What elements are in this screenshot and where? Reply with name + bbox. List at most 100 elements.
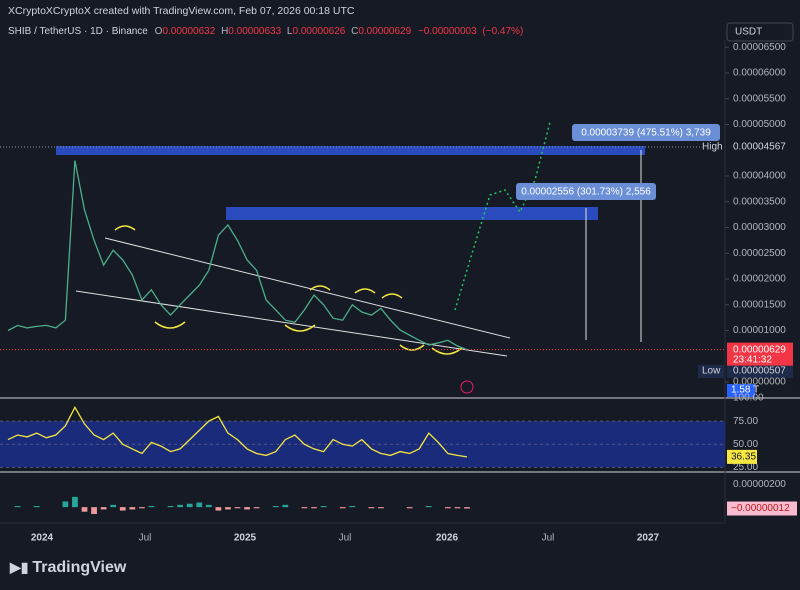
macd-bar (100, 507, 107, 510)
macd-bar (62, 501, 69, 508)
macd-bar (33, 506, 40, 508)
macd-bar (110, 504, 117, 508)
macd-bar (81, 507, 88, 512)
y-tick-label: 0.00003500 (733, 196, 786, 207)
low-box (727, 364, 793, 378)
currency[interactable]: USDT (735, 27, 762, 38)
low-name-box (698, 365, 724, 378)
macd-bar (205, 504, 212, 508)
x-tick-label: Jul (339, 533, 352, 544)
change: −0.00000003 (418, 26, 477, 37)
y-tick-label: 0.00003000 (733, 222, 786, 233)
rsi-last: 36.35 (731, 452, 756, 463)
macd-bar (139, 507, 145, 509)
rsi-last-box (727, 449, 757, 464)
y-tick-label: 0.00002000 (733, 274, 786, 285)
zone (56, 146, 645, 155)
macd-tick-label: 0.00000200 (733, 479, 786, 490)
ohlc-value: 0.00000633 (228, 26, 281, 37)
macd-bar (244, 507, 250, 510)
x-tick-label: 2026 (436, 533, 459, 544)
symbol: SHIB / TetherUS · 1D · Binance (8, 26, 148, 37)
rsi-tick-label: 25.00 (733, 462, 758, 473)
last-price-box (727, 342, 793, 366)
macd-bar (368, 507, 375, 509)
macd-bar (215, 507, 222, 511)
annotation-box (516, 183, 656, 200)
last-price: 0.00000629 (733, 344, 786, 355)
y-tick-label: 0.00001500 (733, 299, 786, 310)
low-value: 0.00000507 (733, 366, 786, 377)
y-tick-label: 0.00005500 (733, 93, 786, 104)
y-tick-label: 0.00006000 (733, 68, 786, 79)
macd-bar (445, 507, 451, 509)
brand-name: TradingView (32, 559, 127, 576)
author-line: XCryptoXCryptoX created with TradingView… (8, 5, 355, 17)
macd-bar (378, 507, 384, 509)
macd-bar (177, 504, 183, 508)
macd-bar (406, 507, 413, 509)
ohlc-value: 0.00000626 (292, 26, 345, 37)
x-tick-label: 2027 (637, 533, 660, 544)
brand: ▶▮ TradingView (9, 559, 127, 577)
y-tick-label: 0.00002500 (733, 248, 786, 259)
projection (454, 121, 551, 311)
y-tick-label: 0.00000000 (733, 377, 786, 388)
ohlc-value: 0.00000629 (358, 26, 411, 37)
annotation-box (572, 124, 720, 141)
macd-bar (454, 507, 461, 509)
macd-bar (91, 507, 97, 514)
y-tick-label: 0.00004000 (733, 171, 786, 182)
macd-bar (464, 507, 470, 509)
macd-bar (225, 507, 231, 510)
macd-bar (349, 506, 356, 508)
macd-bar (253, 507, 260, 509)
x-tick-label: 2024 (31, 533, 54, 544)
macd-bar (272, 506, 279, 508)
countdown: 23:41:32 (733, 354, 772, 365)
macd-last: −0.00000012 (731, 503, 790, 514)
high-box (727, 140, 793, 154)
ohlc-key: L (287, 26, 293, 37)
macd-bar (14, 506, 21, 508)
macd-bar (186, 503, 193, 508)
macd-bar (282, 504, 289, 508)
zone (226, 207, 598, 220)
macd-bar (129, 507, 136, 510)
annotation: 0.00003739 (475.51%) 3,739 (581, 128, 711, 139)
macd-bar (72, 496, 78, 508)
macd-bar (301, 507, 308, 509)
x-tick-label: Jul (542, 533, 555, 544)
ohlc-line: SHIB / TetherUS · 1D · Binance O 0.000006… (8, 26, 523, 37)
rsi-line (7, 405, 468, 458)
volume-label: 1.58 T (731, 385, 759, 396)
high-name: High (702, 142, 723, 153)
change-pct: (−0.47%) (482, 26, 523, 37)
macd-last-box (727, 501, 797, 516)
x-tick-label: 2025 (234, 533, 257, 544)
ohlc-key: C (351, 26, 358, 37)
macd-bar (119, 507, 126, 511)
ohlc-key: H (221, 26, 228, 37)
y-tick-label: 0.00006500 (733, 42, 786, 53)
rsi-tick-label: 50.00 (733, 439, 758, 450)
high-value: 0.00004567 (733, 142, 786, 153)
trendline (104, 237, 511, 339)
y-tick-label: 0.00001000 (733, 325, 786, 336)
trendline (75, 290, 508, 357)
rsi-tick-label: 75.00 (733, 416, 758, 427)
currency-box[interactable] (726, 22, 794, 42)
rsi-tick-label: 100.00 (733, 393, 764, 404)
brand-logo: ▶▮ (9, 559, 32, 575)
macd-bar (167, 506, 174, 508)
ohlc-key: O (155, 26, 163, 37)
y-tick-label: 0.00005000 (733, 119, 786, 130)
macd-bar (339, 507, 346, 509)
macd-bar (148, 506, 155, 508)
annotation: 0.00002556 (301.73%) 2,556 (521, 187, 651, 198)
x-tick-label: Jul (139, 533, 152, 544)
event-icon[interactable] (460, 380, 474, 394)
